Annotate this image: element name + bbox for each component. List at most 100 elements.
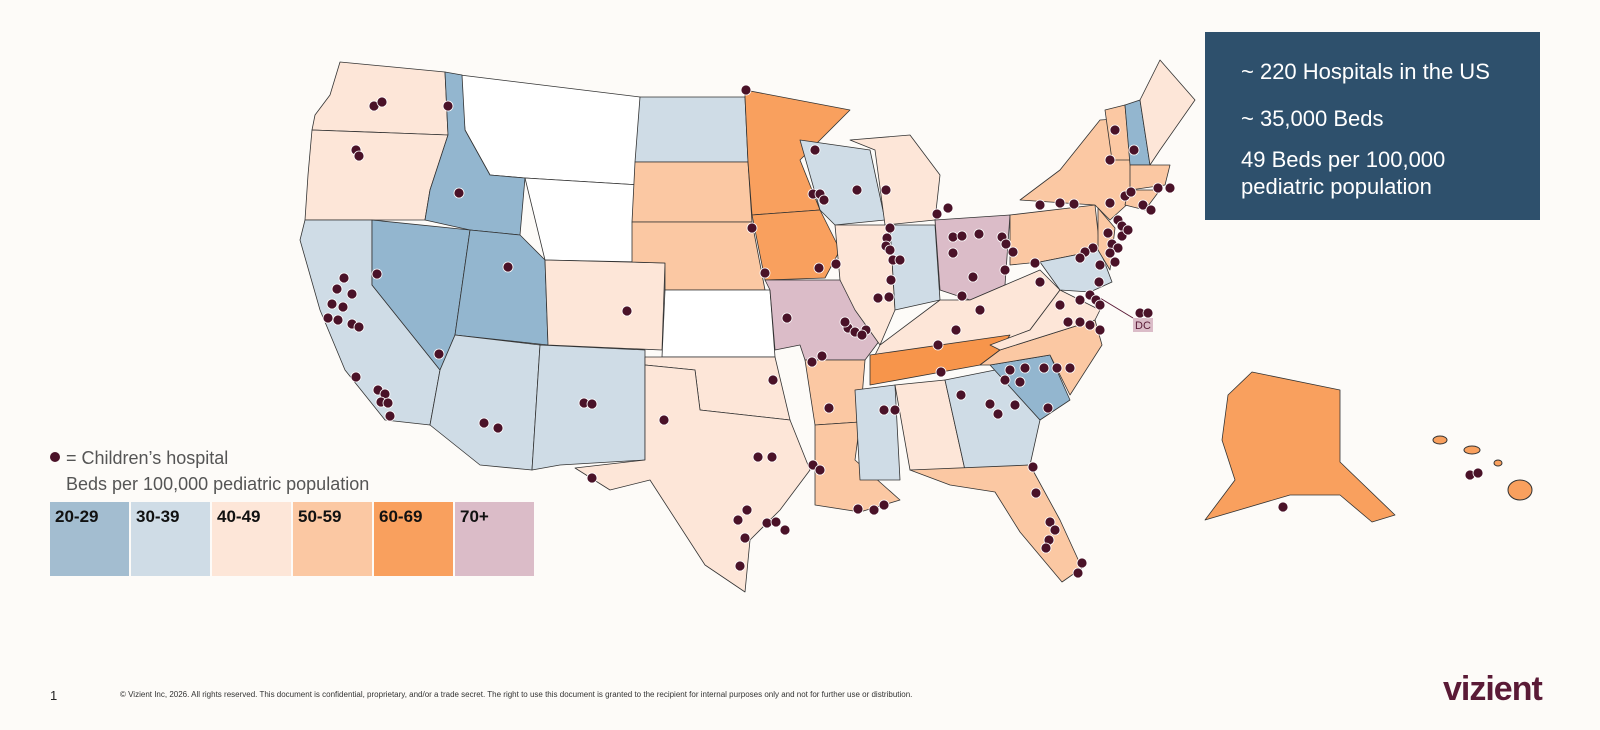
hospital-dot bbox=[947, 247, 959, 259]
hospital-dot bbox=[502, 261, 514, 273]
hospital-dot bbox=[956, 230, 968, 242]
hospital-dot bbox=[992, 408, 1004, 420]
hospital-dot bbox=[382, 397, 394, 409]
island bbox=[1493, 459, 1503, 467]
hospital-dot bbox=[1029, 257, 1041, 269]
hospital-dot bbox=[967, 271, 979, 283]
hospital-dot bbox=[856, 329, 868, 341]
summary-line: 49 Beds per 100,000 pediatric population bbox=[1241, 147, 1446, 199]
state bbox=[304, 129, 449, 221]
hospital-dot bbox=[332, 314, 344, 326]
hospital-dot bbox=[1064, 362, 1076, 374]
hospital-dot bbox=[759, 267, 771, 279]
legend-swatch: 50-59 bbox=[293, 502, 372, 576]
hospital-dot bbox=[1277, 501, 1289, 513]
hospital-dot bbox=[1074, 252, 1086, 264]
state bbox=[429, 334, 541, 471]
hospital-dot bbox=[1068, 198, 1080, 210]
hospital-dot bbox=[851, 184, 863, 196]
hospital-dot bbox=[331, 283, 343, 295]
legend-swatch: 70+ bbox=[455, 502, 534, 576]
island bbox=[1432, 435, 1448, 445]
hospital-dot bbox=[767, 374, 779, 386]
dc-leader bbox=[1094, 294, 1134, 319]
hospital-dot bbox=[818, 194, 830, 206]
hospital-dot bbox=[338, 272, 350, 284]
state bbox=[1139, 59, 1196, 166]
hospital-dot bbox=[984, 398, 996, 410]
hospital-dot bbox=[1051, 362, 1063, 374]
hospital-dot bbox=[1004, 364, 1016, 376]
hospital-dot bbox=[999, 374, 1011, 386]
hospital-dot bbox=[1102, 227, 1114, 239]
hospital-dot bbox=[883, 291, 895, 303]
hospital-dot bbox=[1009, 399, 1021, 411]
hospital-dot bbox=[766, 451, 778, 463]
hospital-dot bbox=[442, 100, 454, 112]
hospital-dot bbox=[353, 150, 365, 162]
hospital-dot bbox=[376, 96, 388, 108]
hospital-dot bbox=[884, 222, 896, 234]
hospital-dot bbox=[779, 524, 791, 536]
hospital-dot bbox=[1027, 461, 1039, 473]
hospital-dot bbox=[1472, 467, 1484, 479]
hospital-dot bbox=[741, 504, 753, 516]
hospital-dot bbox=[1072, 567, 1084, 579]
hospital-dot bbox=[806, 356, 818, 368]
hospital-dot bbox=[813, 262, 825, 274]
hospital-dot bbox=[1034, 199, 1046, 211]
legend-swatch: 40-49 bbox=[212, 502, 291, 576]
hospital-dot bbox=[974, 304, 986, 316]
hospital-dot bbox=[781, 312, 793, 324]
hospital-dot bbox=[878, 499, 890, 511]
hospital-dot bbox=[761, 517, 773, 529]
hospital-dot bbox=[1093, 276, 1105, 288]
legend-swatch: 30-39 bbox=[131, 502, 210, 576]
hospital-dot bbox=[885, 274, 897, 286]
hospital-dot bbox=[1062, 316, 1074, 328]
hospital-dot bbox=[1094, 299, 1106, 311]
hospital-dot bbox=[999, 264, 1011, 276]
hospital-dot bbox=[1112, 242, 1124, 254]
dc-label: DC bbox=[1135, 320, 1151, 332]
hospital-dot bbox=[1125, 186, 1137, 198]
hospital-dot bbox=[1034, 276, 1046, 288]
state bbox=[661, 289, 776, 358]
hospital-dot bbox=[1109, 256, 1121, 268]
hospital-dot bbox=[353, 321, 365, 333]
dc-box bbox=[1133, 318, 1153, 332]
state bbox=[944, 369, 1041, 471]
state bbox=[1204, 371, 1396, 523]
footer-text: © Vizient Inc, 2026. All rights reserved… bbox=[120, 690, 913, 699]
hospital-dot bbox=[1094, 324, 1106, 336]
state bbox=[631, 161, 753, 223]
hospital-dot bbox=[868, 504, 880, 516]
hospital-dot bbox=[889, 404, 901, 416]
hospital-dot bbox=[823, 402, 835, 414]
hospital-dot bbox=[732, 514, 744, 526]
logo: vizient bbox=[1443, 670, 1543, 708]
hospital-dot bbox=[658, 414, 670, 426]
hospitals bbox=[322, 84, 1484, 579]
hospital-dot bbox=[1164, 182, 1176, 194]
page-number: 1 bbox=[50, 688, 58, 703]
hospital-dot bbox=[942, 202, 954, 214]
summary-line: ~ 35,000 Beds bbox=[1241, 106, 1384, 131]
hospital-dot bbox=[878, 404, 890, 416]
hospital-dot bbox=[752, 451, 764, 463]
state bbox=[909, 464, 1083, 583]
hospital-dot bbox=[1042, 402, 1054, 414]
hospital-dot bbox=[955, 389, 967, 401]
state bbox=[634, 96, 749, 163]
hospital-dot bbox=[950, 324, 962, 336]
legend-title: Beds per 100,000 pediatric population bbox=[66, 474, 370, 494]
hospital-dot bbox=[739, 532, 751, 544]
state bbox=[454, 229, 549, 346]
hospital-dot bbox=[852, 503, 864, 515]
hospital-dot bbox=[326, 298, 338, 310]
hospital-dot bbox=[1000, 238, 1012, 250]
hospital-dot bbox=[1128, 144, 1140, 156]
hospital-dot bbox=[932, 339, 944, 351]
